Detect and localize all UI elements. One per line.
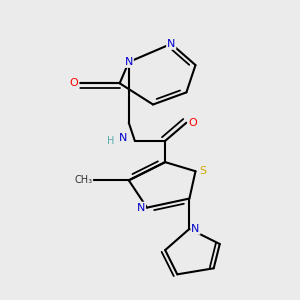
Text: O: O	[70, 78, 79, 88]
Text: H: H	[107, 136, 114, 146]
Text: S: S	[200, 166, 207, 176]
Text: O: O	[188, 118, 197, 128]
Text: N: N	[167, 39, 176, 49]
Text: N: N	[191, 224, 200, 234]
Text: N: N	[118, 133, 127, 143]
Text: CH₃: CH₃	[74, 175, 92, 185]
Text: N: N	[137, 202, 145, 213]
Text: N: N	[124, 57, 133, 67]
